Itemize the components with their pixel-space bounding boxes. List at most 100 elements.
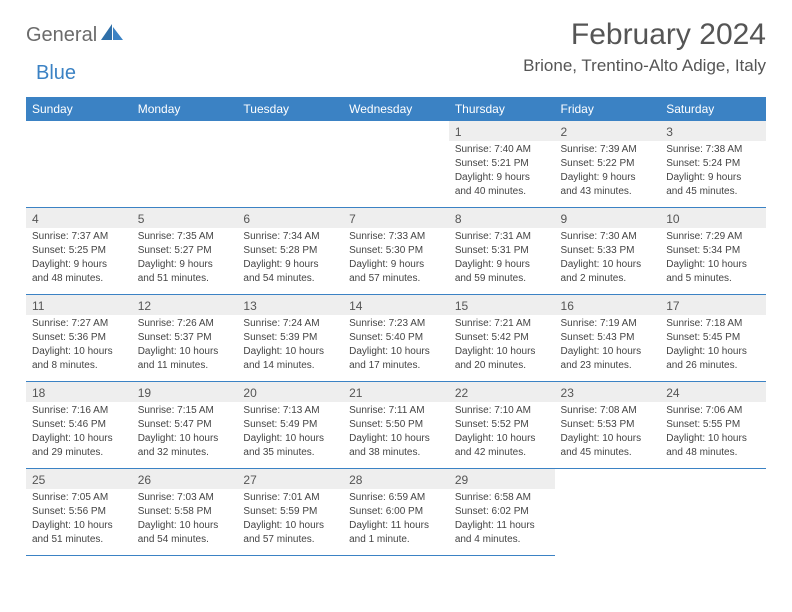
sunrise-line: Sunrise: 7:23 AM: [349, 317, 443, 331]
weekday-header: Sunday: [26, 97, 132, 121]
daylight-line: Daylight: 9 hours and 57 minutes.: [349, 258, 443, 286]
day-number-cell: 27: [237, 469, 343, 490]
daylight-line: Daylight: 10 hours and 32 minutes.: [138, 432, 232, 460]
daylight-line: Daylight: 10 hours and 57 minutes.: [243, 519, 337, 547]
daylight-line: Daylight: 10 hours and 54 minutes.: [138, 519, 232, 547]
day-info-cell: Sunrise: 7:24 AMSunset: 5:39 PMDaylight:…: [237, 315, 343, 382]
day-info-row: Sunrise: 7:40 AMSunset: 5:21 PMDaylight:…: [26, 141, 766, 208]
day-info-cell: [237, 141, 343, 208]
daylight-line: Daylight: 10 hours and 5 minutes.: [666, 258, 760, 286]
daylight-line: Daylight: 10 hours and 42 minutes.: [455, 432, 549, 460]
sunrise-line: Sunrise: 7:18 AM: [666, 317, 760, 331]
day-info-cell: Sunrise: 7:38 AMSunset: 5:24 PMDaylight:…: [660, 141, 766, 208]
day-number-cell: 5: [132, 208, 238, 229]
sunrise-line: Sunrise: 7:15 AM: [138, 404, 232, 418]
sunset-line: Sunset: 5:52 PM: [455, 418, 549, 432]
sunset-line: Sunset: 5:55 PM: [666, 418, 760, 432]
day-number-row: 18192021222324: [26, 382, 766, 403]
sunrise-line: Sunrise: 7:37 AM: [32, 230, 126, 244]
sunset-line: Sunset: 5:59 PM: [243, 505, 337, 519]
logo-text-general: General: [26, 24, 97, 47]
daylight-line: Daylight: 10 hours and 45 minutes.: [561, 432, 655, 460]
sunrise-line: Sunrise: 6:59 AM: [349, 491, 443, 505]
logo-sail-icon: [101, 24, 123, 47]
day-info-cell: Sunrise: 6:59 AMSunset: 6:00 PMDaylight:…: [343, 489, 449, 556]
weekday-header: Friday: [555, 97, 661, 121]
daylight-line: Daylight: 11 hours and 1 minute.: [349, 519, 443, 547]
day-info-cell: Sunrise: 7:33 AMSunset: 5:30 PMDaylight:…: [343, 228, 449, 295]
day-number-cell: 19: [132, 382, 238, 403]
day-info-cell: [555, 489, 661, 556]
day-number-cell: 1: [449, 121, 555, 141]
sunrise-line: Sunrise: 7:01 AM: [243, 491, 337, 505]
day-info-cell: Sunrise: 7:21 AMSunset: 5:42 PMDaylight:…: [449, 315, 555, 382]
sunset-line: Sunset: 5:24 PM: [666, 157, 760, 171]
sunset-line: Sunset: 5:30 PM: [349, 244, 443, 258]
sunset-line: Sunset: 5:33 PM: [561, 244, 655, 258]
daylight-line: Daylight: 10 hours and 14 minutes.: [243, 345, 337, 373]
daylight-line: Daylight: 9 hours and 45 minutes.: [666, 171, 760, 199]
daylight-line: Daylight: 10 hours and 35 minutes.: [243, 432, 337, 460]
day-info-cell: Sunrise: 7:15 AMSunset: 5:47 PMDaylight:…: [132, 402, 238, 469]
day-number-cell: 11: [26, 295, 132, 316]
day-number-cell: 6: [237, 208, 343, 229]
day-info-cell: Sunrise: 7:05 AMSunset: 5:56 PMDaylight:…: [26, 489, 132, 556]
sunset-line: Sunset: 5:27 PM: [138, 244, 232, 258]
sunrise-line: Sunrise: 7:16 AM: [32, 404, 126, 418]
sunset-line: Sunset: 5:28 PM: [243, 244, 337, 258]
day-number-cell: [343, 121, 449, 141]
day-number-cell: 17: [660, 295, 766, 316]
day-info-cell: [660, 489, 766, 556]
day-info-cell: Sunrise: 7:26 AMSunset: 5:37 PMDaylight:…: [132, 315, 238, 382]
day-info-cell: Sunrise: 7:37 AMSunset: 5:25 PMDaylight:…: [26, 228, 132, 295]
day-number-row: 11121314151617: [26, 295, 766, 316]
day-number-cell: 21: [343, 382, 449, 403]
day-number-cell: 22: [449, 382, 555, 403]
day-info-cell: Sunrise: 7:23 AMSunset: 5:40 PMDaylight:…: [343, 315, 449, 382]
day-number-cell: 23: [555, 382, 661, 403]
sunset-line: Sunset: 5:31 PM: [455, 244, 549, 258]
daylight-line: Daylight: 10 hours and 38 minutes.: [349, 432, 443, 460]
sunset-line: Sunset: 5:40 PM: [349, 331, 443, 345]
day-number-cell: 4: [26, 208, 132, 229]
sunrise-line: Sunrise: 7:33 AM: [349, 230, 443, 244]
daylight-line: Daylight: 9 hours and 40 minutes.: [455, 171, 549, 199]
day-info-cell: Sunrise: 7:10 AMSunset: 5:52 PMDaylight:…: [449, 402, 555, 469]
day-info-cell: Sunrise: 7:30 AMSunset: 5:33 PMDaylight:…: [555, 228, 661, 295]
sunset-line: Sunset: 5:22 PM: [561, 157, 655, 171]
sunrise-line: Sunrise: 7:13 AM: [243, 404, 337, 418]
day-info-cell: Sunrise: 7:03 AMSunset: 5:58 PMDaylight:…: [132, 489, 238, 556]
day-info-cell: Sunrise: 7:34 AMSunset: 5:28 PMDaylight:…: [237, 228, 343, 295]
sunrise-line: Sunrise: 7:29 AM: [666, 230, 760, 244]
daylight-line: Daylight: 10 hours and 26 minutes.: [666, 345, 760, 373]
day-number-cell: 29: [449, 469, 555, 490]
day-info-cell: Sunrise: 7:16 AMSunset: 5:46 PMDaylight:…: [26, 402, 132, 469]
sunrise-line: Sunrise: 7:39 AM: [561, 143, 655, 157]
sunrise-line: Sunrise: 7:27 AM: [32, 317, 126, 331]
day-number-cell: 14: [343, 295, 449, 316]
daylight-line: Daylight: 10 hours and 8 minutes.: [32, 345, 126, 373]
sunset-line: Sunset: 5:56 PM: [32, 505, 126, 519]
weekday-header-row: Sunday Monday Tuesday Wednesday Thursday…: [26, 97, 766, 121]
sunrise-line: Sunrise: 7:06 AM: [666, 404, 760, 418]
day-number-row: 45678910: [26, 208, 766, 229]
day-info-cell: Sunrise: 7:40 AMSunset: 5:21 PMDaylight:…: [449, 141, 555, 208]
day-number-row: 123: [26, 121, 766, 141]
daylight-line: Daylight: 9 hours and 48 minutes.: [32, 258, 126, 286]
weekday-header: Thursday: [449, 97, 555, 121]
weekday-header: Saturday: [660, 97, 766, 121]
daylight-line: Daylight: 10 hours and 23 minutes.: [561, 345, 655, 373]
daylight-line: Daylight: 9 hours and 51 minutes.: [138, 258, 232, 286]
day-number-cell: 25: [26, 469, 132, 490]
day-info-cell: Sunrise: 7:29 AMSunset: 5:34 PMDaylight:…: [660, 228, 766, 295]
weekday-header: Wednesday: [343, 97, 449, 121]
day-info-cell: Sunrise: 7:08 AMSunset: 5:53 PMDaylight:…: [555, 402, 661, 469]
day-info-cell: Sunrise: 7:06 AMSunset: 5:55 PMDaylight:…: [660, 402, 766, 469]
daylight-line: Daylight: 10 hours and 20 minutes.: [455, 345, 549, 373]
day-number-cell: 3: [660, 121, 766, 141]
daylight-line: Daylight: 9 hours and 54 minutes.: [243, 258, 337, 286]
day-info-row: Sunrise: 7:16 AMSunset: 5:46 PMDaylight:…: [26, 402, 766, 469]
day-info-cell: Sunrise: 7:13 AMSunset: 5:49 PMDaylight:…: [237, 402, 343, 469]
day-info-cell: Sunrise: 7:11 AMSunset: 5:50 PMDaylight:…: [343, 402, 449, 469]
day-number-row: 2526272829: [26, 469, 766, 490]
